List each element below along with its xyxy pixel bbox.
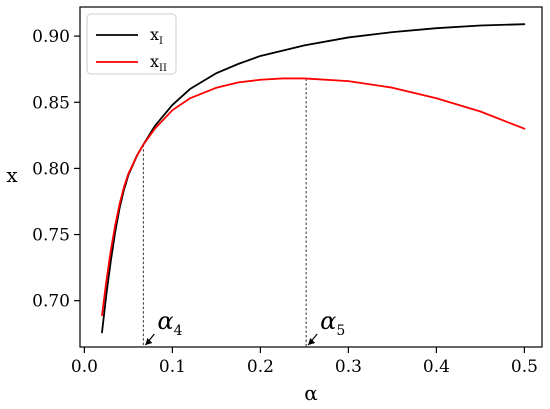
series-lines bbox=[101, 23, 526, 334]
y-tick-label: 0.80 bbox=[32, 159, 70, 179]
annotation-symbol: α bbox=[157, 307, 173, 335]
legend-box bbox=[86, 13, 177, 75]
annotation-subscript: 4 bbox=[174, 323, 183, 339]
legend-name: x bbox=[150, 52, 159, 71]
legend-subscript: I bbox=[159, 36, 163, 47]
legend-label-2: xII bbox=[150, 52, 167, 74]
annotation-subscript: 5 bbox=[336, 323, 345, 339]
annotation-arrowhead-2 bbox=[308, 338, 316, 345]
annotation-arrowhead-1 bbox=[145, 338, 153, 345]
annotation-label-2: α5 bbox=[320, 307, 345, 339]
x-tick-label: 0.3 bbox=[335, 357, 362, 377]
x-tick-label: 0.5 bbox=[511, 357, 538, 377]
legend-label-1: xI bbox=[150, 25, 163, 47]
x-tick-label: 0.2 bbox=[247, 357, 274, 377]
y-tick-label: 0.85 bbox=[32, 93, 70, 113]
x-axis-label: α bbox=[304, 381, 318, 405]
x-tick-label: 0.0 bbox=[71, 357, 98, 377]
y-axis-label: x bbox=[6, 163, 18, 187]
legend-name: x bbox=[150, 25, 159, 44]
annotations: α4 α5 bbox=[144, 307, 345, 346]
annotation-label-1: α4 bbox=[157, 307, 182, 339]
y-tick-label: 0.70 bbox=[32, 292, 70, 312]
y-ticks: 0.70 0.75 0.80 0.85 0.90 bbox=[32, 27, 80, 312]
plot-frame bbox=[79, 6, 543, 348]
legend-subscript: II bbox=[159, 63, 167, 74]
annotation-symbol: α bbox=[320, 307, 336, 335]
y-tick-label: 0.90 bbox=[32, 27, 70, 47]
series-line-1 bbox=[101, 23, 526, 334]
x-tick-label: 0.1 bbox=[159, 357, 186, 377]
series-line-2 bbox=[101, 77, 526, 317]
guide-lines bbox=[142, 78, 307, 347]
x-ticks: 0.0 0.1 0.2 0.3 0.4 0.5 bbox=[71, 347, 538, 377]
x-tick-label: 0.4 bbox=[423, 357, 450, 377]
y-tick-label: 0.75 bbox=[32, 226, 70, 246]
